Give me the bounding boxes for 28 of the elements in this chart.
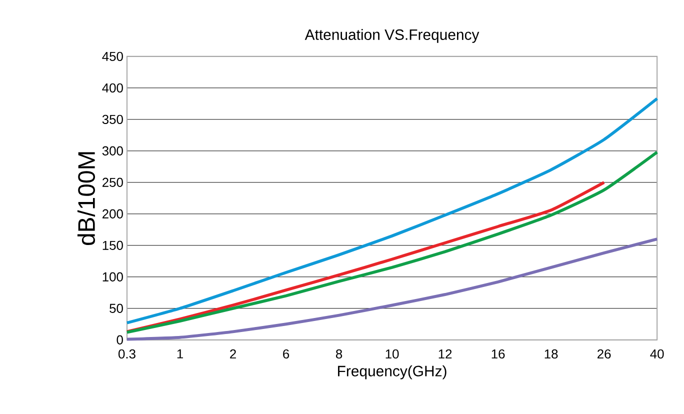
x-tick-label: 26 [598, 349, 611, 359]
y-tick-label: 250 [102, 178, 123, 188]
x-tick-label: 16 [492, 349, 505, 359]
line-series [126, 150, 659, 334]
x-axis-title: Frequency(GHz) [338, 365, 446, 380]
y-tick-label: 300 [102, 146, 123, 156]
y-tick-label: 100 [102, 272, 123, 282]
chart-title: Attenuation VS.Frequency [304, 29, 480, 43]
x-tick-label: 10 [386, 349, 399, 359]
line-series [126, 180, 606, 334]
x-tick-label: 8 [336, 349, 342, 359]
y-axis-title: dB/100M [77, 152, 96, 246]
x-tick-label: 18 [544, 349, 558, 359]
x-tick-label: 6 [283, 349, 290, 359]
x-tick-label: 0.3 [118, 349, 136, 359]
line-series [126, 97, 659, 324]
y-tick-label: 350 [102, 114, 123, 124]
y-tick-label: 150 [102, 240, 123, 250]
line-series [126, 238, 659, 341]
y-tick-label: 400 [102, 83, 123, 93]
y-tick-label: 450 [102, 52, 123, 62]
x-tick-label: 12 [438, 349, 452, 358]
x-tick-label: 2 [230, 349, 236, 358]
y-tick-label: 0 [116, 335, 123, 345]
x-tick-label: 1 [177, 349, 183, 358]
y-tick-label: 50 [110, 304, 123, 314]
y-tick-label: 200 [102, 209, 123, 219]
x-tick-label: 40 [650, 349, 664, 359]
